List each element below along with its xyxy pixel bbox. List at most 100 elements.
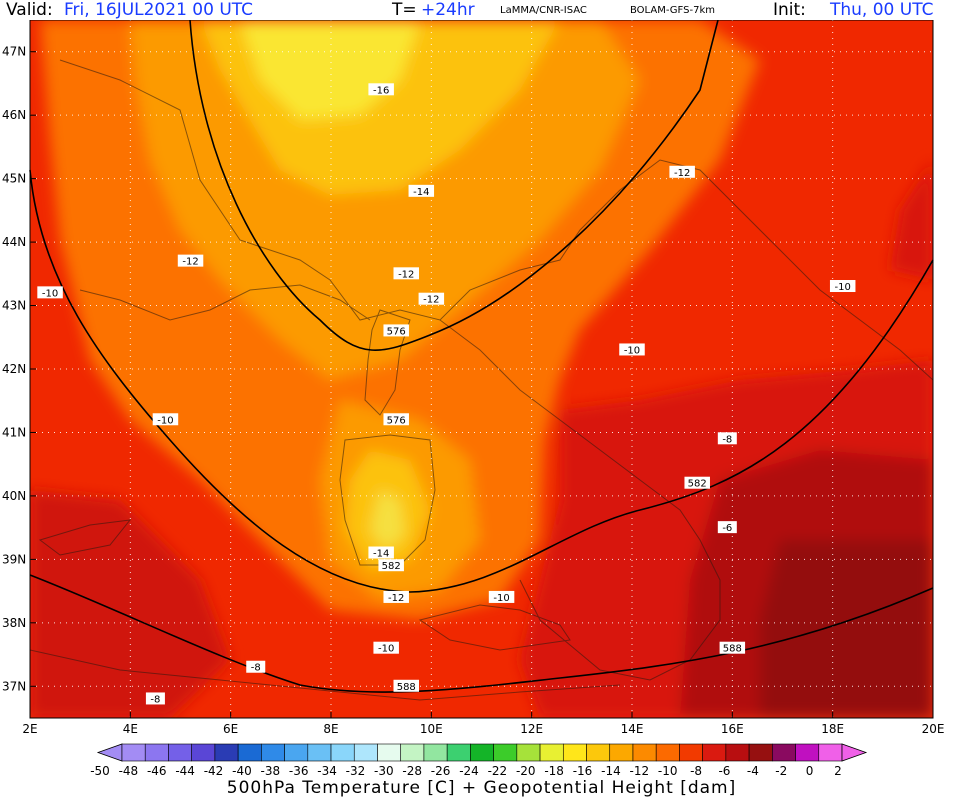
lon-tick-label: 10E xyxy=(420,722,443,736)
legend-cell xyxy=(377,743,402,762)
legend-tick-label: -28 xyxy=(402,764,422,778)
legend-tick-label: -10 xyxy=(658,764,678,778)
legend-tick-label: -42 xyxy=(204,764,224,778)
legend-cell xyxy=(772,743,796,762)
model-label: BOLAM-GFS-7km xyxy=(630,5,715,16)
temperature-label: -14 xyxy=(368,546,394,560)
legend-tick-label: -8 xyxy=(690,764,702,778)
temperature-label-box xyxy=(152,413,179,426)
lat-tick-label: 46N xyxy=(2,108,26,122)
temperature-label-box xyxy=(383,590,409,603)
lat-tick-label: 47N xyxy=(2,45,26,59)
color-legend: -50 -48 -46 -44 -42 -40 -38 -36 -34 -32 -30 -28 -26-… xyxy=(0,740,963,784)
forecast-map: -16 -14 -12 -12 -12 -12 -10 -10 -10 -10 -8 -6 -14 -12… xyxy=(0,19,963,744)
height-label-box xyxy=(378,559,404,572)
temperature-label-box xyxy=(418,292,445,305)
legend-tick-label: -24 xyxy=(459,764,479,778)
legend-cell xyxy=(470,743,494,762)
lat-lon-grid xyxy=(30,20,933,718)
legend-cell xyxy=(330,743,355,762)
legend-cell xyxy=(400,743,425,762)
lat-tick-label: 37N xyxy=(2,679,26,693)
legend-title: 500hPa Temperature [C] + Geopotential He… xyxy=(226,778,737,798)
legend-tick-label: -20 xyxy=(516,764,536,778)
legend-cell xyxy=(655,743,680,762)
height-label-text: 588 xyxy=(723,644,742,655)
legend-cell xyxy=(516,743,541,762)
legend-cell xyxy=(702,743,727,762)
temperature-label-box xyxy=(145,692,165,705)
height-label: 576 xyxy=(383,413,409,426)
temperature-label-text: -12 xyxy=(674,168,690,179)
legend-cell xyxy=(586,743,611,762)
temperature-label-box xyxy=(368,83,394,96)
temperature-label: -12 xyxy=(393,267,419,280)
legend-tick-label: -32 xyxy=(346,764,366,778)
temperature-label-text: -10 xyxy=(157,415,173,426)
temperature-label-text: -8 xyxy=(150,694,160,705)
legend-cell xyxy=(679,743,703,762)
temperature-label: -10 xyxy=(619,343,645,356)
temperature-label-text: -8 xyxy=(251,663,261,674)
temperature-label-text: -12 xyxy=(388,593,404,604)
legend-bar: -50 -48 -46 -44 -42 -40 -38 -36 -34 -32 -30 -28 -26-… xyxy=(90,743,868,778)
lat-tick-label: 41N xyxy=(2,425,26,439)
legend-tick-label: -44 xyxy=(175,764,195,778)
height-label: 576 xyxy=(383,324,409,337)
legend-arrow-left xyxy=(96,743,123,762)
lon-tick-label: 8E xyxy=(323,722,338,736)
legend-arrow-right xyxy=(841,743,868,762)
temperature-label-text: -6 xyxy=(722,523,732,534)
temperature-label-text: -10 xyxy=(42,288,58,299)
lat-tick-label: 38N xyxy=(2,616,26,630)
init-value: Thu, 00 UTC xyxy=(830,0,934,20)
legend-cell xyxy=(562,743,587,762)
temperature-label: -12 xyxy=(669,165,695,179)
legend-cell xyxy=(446,743,471,762)
lon-tick-label: 4E xyxy=(123,722,138,736)
legend-tick-label: -48 xyxy=(119,764,139,778)
temperature-label: -10 xyxy=(488,590,515,604)
temperature-label-box xyxy=(669,165,695,178)
height-label-text: 576 xyxy=(387,415,406,426)
legend-tick-label: -40 xyxy=(232,764,252,778)
legend-cell xyxy=(818,743,843,762)
legend-tick-label: -16 xyxy=(573,764,593,778)
lat-tick-label: 45N xyxy=(2,172,26,186)
temperature-label-box xyxy=(37,286,63,299)
legend-cell xyxy=(261,743,285,762)
legend-tick-label: -46 xyxy=(147,764,167,778)
temperature-label-text: -10 xyxy=(378,644,394,655)
temperature-label-box xyxy=(393,267,419,280)
temperature-label-text: -12 xyxy=(423,295,439,306)
legend-cell xyxy=(214,743,239,762)
height-label-box xyxy=(684,476,710,489)
temperature-label: -8 xyxy=(145,692,165,705)
legend-cell xyxy=(725,743,750,762)
legend-tick-label: 0 xyxy=(806,764,814,778)
valid-label: Valid: xyxy=(6,0,53,20)
temperature-label: -12 xyxy=(418,292,445,306)
temperature-label-box xyxy=(717,432,737,445)
lon-tick-label: 20E xyxy=(922,722,945,736)
legend-tick-label: -2 xyxy=(775,764,787,778)
temperature-label-text: -14 xyxy=(373,549,389,560)
legend-tick-label: -26 xyxy=(431,764,451,778)
temperature-label-box xyxy=(246,660,266,673)
temperature-labels: -16 -14 -12 -12 -12 -12 -10 -10 -10 -10 -8 -6 -14 -12… xyxy=(37,83,856,705)
lon-tick-label: 16E xyxy=(721,722,744,736)
height-label-text: 582 xyxy=(382,561,401,572)
legend-tick-label: -22 xyxy=(488,764,508,778)
temperature-label-box xyxy=(373,641,399,654)
legend-tick-label: 2 xyxy=(834,764,842,778)
temperature-label-text: -16 xyxy=(373,85,389,96)
lead-time-value: +24hr xyxy=(421,0,475,20)
legend-tick-label: -30 xyxy=(374,764,394,778)
legend-cell xyxy=(493,743,518,762)
height-label: 582 xyxy=(378,559,404,572)
height-labels: 576 576 582 582 588 588 xyxy=(378,324,746,693)
legend-cell xyxy=(632,743,657,762)
temperature-label: -10 xyxy=(829,280,856,293)
temperature-label: -16 xyxy=(368,83,394,96)
height-label-box xyxy=(719,641,746,654)
